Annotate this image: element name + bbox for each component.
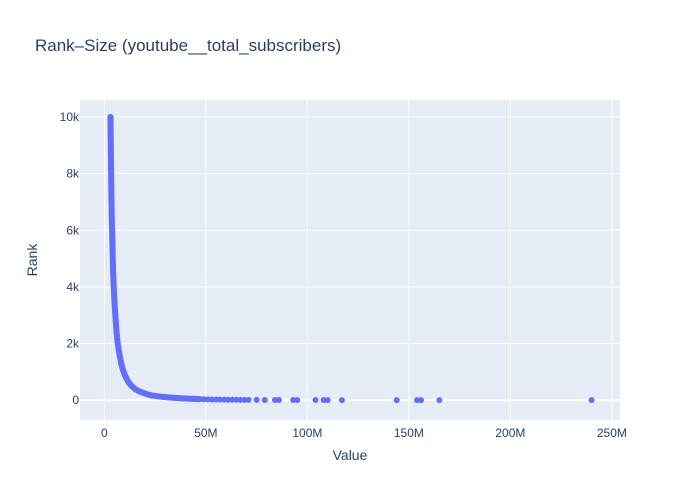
data-point (115, 346, 122, 353)
y-tick-label: 6k (66, 223, 80, 237)
x-tick-label: 150M (394, 426, 424, 440)
data-point (184, 395, 191, 402)
data-point (107, 113, 114, 120)
data-point (190, 395, 197, 402)
data-point (111, 306, 118, 313)
plot-area (80, 100, 620, 420)
data-point (324, 397, 331, 404)
data-point (110, 278, 117, 285)
data-point (312, 397, 319, 404)
data-point (116, 353, 123, 360)
data-point (107, 130, 114, 137)
x-tick-label: 250M (597, 426, 627, 440)
data-point (294, 397, 301, 404)
data-point (178, 395, 185, 402)
gridlines (80, 100, 620, 420)
data-point (113, 329, 120, 336)
x-axis-title: Value (333, 447, 368, 463)
data-point (108, 181, 115, 188)
data-point (154, 393, 161, 400)
y-tick-label: 10k (60, 110, 80, 124)
data-point (109, 227, 116, 234)
x-tick-label: 200M (495, 426, 525, 440)
chart-title: Rank–Size (youtube__total_subscribers) (35, 36, 341, 55)
data-point (108, 164, 115, 171)
data-point (109, 261, 116, 268)
data-point (253, 396, 260, 403)
data-point (108, 210, 115, 217)
data-point (418, 397, 425, 404)
data-point (160, 393, 167, 400)
data-point (588, 397, 595, 404)
data-point (436, 397, 443, 404)
y-axis-title: Rank (24, 243, 40, 277)
data-point (114, 339, 121, 346)
data-point (338, 397, 345, 404)
y-tick-label: 2k (66, 337, 80, 351)
data-point (166, 394, 173, 401)
data-point (112, 317, 119, 324)
y-tick-label: 0 (72, 393, 79, 407)
data-point (275, 397, 282, 404)
y-tick-label: 8k (66, 167, 80, 181)
x-tick-label: 100M (292, 426, 322, 440)
x-tick-label: 0 (101, 426, 108, 440)
data-point (118, 360, 125, 367)
data-point (148, 392, 155, 399)
data-point (119, 366, 126, 373)
data-point (109, 244, 116, 251)
data-point (393, 397, 400, 404)
data-point (108, 196, 115, 203)
data-point (172, 394, 179, 401)
data-points (107, 113, 595, 404)
data-point (245, 396, 252, 403)
data-point (111, 292, 118, 299)
data-point (261, 396, 268, 403)
data-point (107, 147, 114, 154)
x-tick-label: 50M (194, 426, 217, 440)
y-tick-label: 4k (66, 280, 80, 294)
x-axis-ticks: 0 50M 100M 150M 200M 250M (101, 426, 627, 440)
y-axis-ticks: 0 2k 4k 6k 8k 10k (60, 110, 80, 407)
